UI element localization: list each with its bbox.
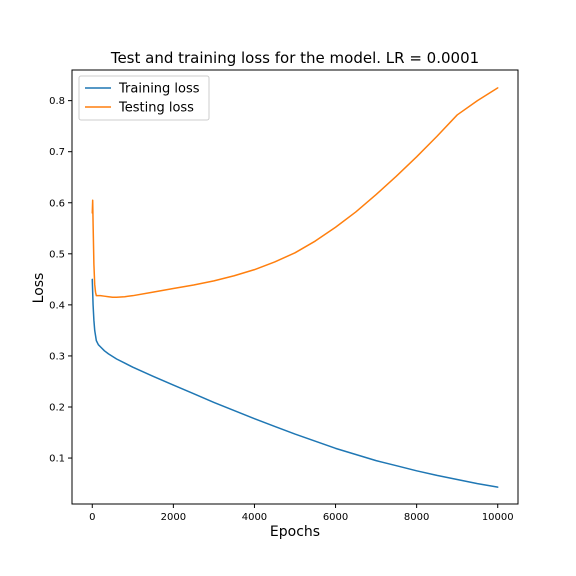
y-tick-label: 0.2 — [49, 402, 65, 413]
x-tick-label: 6000 — [323, 512, 348, 523]
x-tick-label: 10000 — [482, 512, 514, 523]
x-tick-label: 2000 — [161, 512, 186, 523]
legend: Training loss Testing loss — [78, 75, 210, 121]
y-tick-label: 0.6 — [49, 198, 65, 209]
axis-ticks: 0 2000 4000 6000 8000 10000 0.1 0.2 0.3 0.4 0.5 0.6… — [49, 96, 514, 523]
legend-label: Training loss — [118, 82, 200, 97]
y-axis-label: Loss — [31, 273, 47, 304]
y-tick-label: 0.8 — [49, 96, 65, 107]
y-tick-label: 0.4 — [49, 300, 65, 311]
plot-frame — [71, 69, 519, 505]
legend-label: Testing loss — [118, 101, 194, 116]
x-tick-label: 8000 — [404, 512, 429, 523]
x-tick-label: 4000 — [242, 512, 267, 523]
chart-title: Test and training loss for the model. LR… — [110, 49, 479, 67]
y-tick-label: 0.7 — [49, 147, 65, 158]
y-tick-label: 0.1 — [49, 454, 65, 465]
y-tick-label: 0.3 — [49, 351, 65, 362]
x-axis-label: Epochs — [270, 524, 320, 540]
y-tick-label: 0.5 — [49, 249, 65, 260]
x-tick-label: 0 — [89, 512, 95, 523]
legend-box — [78, 75, 210, 121]
series-lines — [91, 87, 499, 488]
series-line-training-loss — [91, 278, 499, 488]
series-line-testing-loss — [91, 87, 499, 298]
